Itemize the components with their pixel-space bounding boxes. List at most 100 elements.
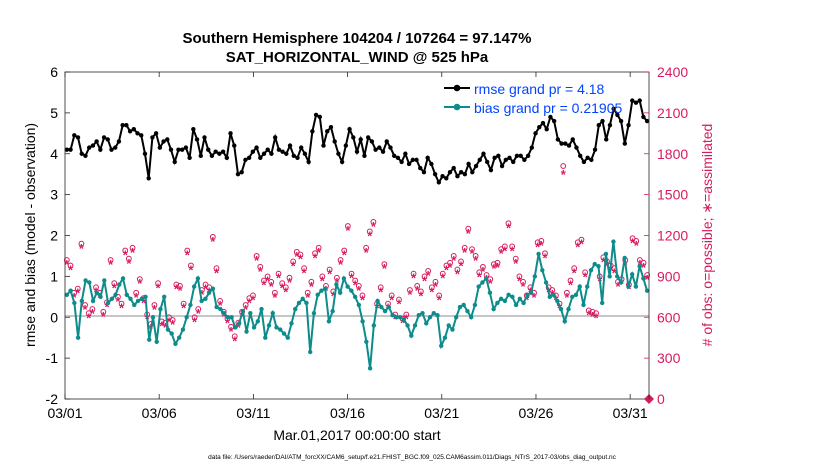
obs-possible-marker	[458, 258, 464, 265]
bias-point	[367, 366, 373, 371]
obs-assimilated-marker: *	[170, 317, 176, 332]
obs-assimilated-marker: *	[247, 295, 253, 310]
obs-possible-marker	[257, 263, 264, 270]
rmse-point	[347, 127, 352, 132]
rmse-point	[522, 157, 527, 163]
obs-assimilated-marker: *	[181, 301, 187, 316]
obs-possible-marker	[538, 238, 545, 244]
bias-point	[618, 280, 624, 285]
rmse-point	[332, 139, 337, 144]
rmse-point	[165, 137, 170, 142]
rmse-point	[183, 145, 189, 150]
bias-point	[68, 288, 73, 293]
bias-point	[360, 319, 365, 324]
x-tick-label: 03/21	[424, 405, 459, 421]
rmse-point	[261, 151, 267, 156]
obs-possible-marker	[425, 268, 432, 274]
y-left-tick-label: 6	[50, 64, 58, 80]
bias-point	[390, 313, 395, 318]
bias-point	[371, 323, 377, 328]
legend-bias-marker	[453, 103, 461, 111]
rmse-point	[380, 149, 386, 154]
rmse-point	[153, 131, 159, 136]
x-tick-label: 03/26	[518, 405, 553, 421]
rmse-point	[187, 155, 192, 161]
obs-possible-marker	[381, 261, 388, 268]
bias-point	[94, 290, 100, 295]
rmse-point	[436, 180, 442, 185]
obs-assimilated-marker: *	[276, 271, 282, 286]
obs-possible-marker	[107, 257, 114, 263]
obs-possible-marker	[250, 292, 256, 299]
obs-assimilated-marker: *	[130, 245, 136, 260]
obs-possible-marker	[286, 274, 293, 281]
obs-assimilated-marker: *	[542, 250, 548, 265]
rmse-point	[574, 145, 579, 150]
bias-point	[124, 292, 129, 297]
data-file-footnote: data file: /Users/raeder/DAI/ATM_forcXX/…	[208, 454, 617, 461]
bias-point	[248, 310, 253, 316]
obs-assimilated-marker: *	[389, 293, 395, 308]
obs-possible-marker	[209, 233, 216, 240]
y-right-tick-label: 1200	[657, 228, 688, 244]
rmse-point	[496, 153, 501, 158]
rmse-point	[462, 171, 468, 177]
obs-assimilated-marker: *	[287, 275, 293, 290]
y-left-tick-label: 2	[50, 228, 58, 244]
rmse-point	[630, 98, 635, 103]
obs-possible-marker	[297, 251, 304, 258]
obs-assimilated-marker: *	[250, 293, 256, 308]
rmse-point	[179, 147, 185, 152]
obs-assimilated-marker: *	[400, 316, 406, 331]
rmse-point	[328, 124, 334, 130]
obs-possible-marker	[82, 302, 88, 308]
rmse-point	[365, 135, 371, 140]
obs-possible-marker	[520, 278, 526, 285]
obs-assimilated-marker: *	[72, 290, 78, 305]
obs-possible-marker	[337, 257, 344, 263]
obs-possible-marker	[516, 273, 523, 280]
bias-point	[375, 298, 380, 304]
rmse-point	[228, 131, 233, 136]
obs-assimilated-marker: *	[364, 245, 370, 260]
obs-possible-marker	[498, 246, 505, 253]
bias-point	[270, 310, 275, 316]
obs-possible-marker	[334, 274, 340, 281]
obs-assimilated-marker: *	[444, 263, 450, 278]
bias-point	[165, 327, 171, 332]
rmse-point	[269, 151, 274, 156]
legend-rmse-marker	[453, 84, 461, 92]
obs-assimilated-marker: *	[174, 282, 180, 297]
rmse-point	[235, 171, 241, 177]
right-y-axis-ticks: 0 300 600 900 1200 1500 1800 2100 2400	[644, 64, 688, 407]
rmse-point	[395, 155, 401, 161]
rmse-point	[287, 143, 293, 148]
obs-assimilated-marker: *	[502, 243, 508, 258]
y-right-tick-label: 2400	[657, 64, 688, 80]
rmse-point	[150, 135, 155, 140]
obs-possible-marker	[578, 236, 585, 243]
obs-assimilated-marker: *	[221, 309, 227, 324]
obs-assimilated-marker: *	[188, 263, 194, 278]
bias-point	[214, 304, 219, 310]
obs-possible-marker	[490, 261, 497, 268]
bias-point	[330, 308, 335, 314]
rmse-point	[611, 106, 616, 111]
rmse-point	[254, 145, 259, 150]
bias-point	[525, 292, 530, 297]
rmse-point	[90, 143, 96, 148]
rmse-point	[529, 145, 535, 150]
bias-point	[562, 319, 567, 324]
obs-possible-marker	[111, 280, 118, 287]
obs-assimilated-marker: *	[367, 229, 373, 244]
rmse-point	[246, 155, 252, 161]
bias-point	[592, 261, 597, 267]
obs-possible-marker	[184, 247, 191, 254]
y-right-tick-label: 300	[657, 350, 681, 366]
bias-point	[293, 306, 298, 312]
rmse-point	[276, 147, 282, 152]
obs-possible-marker	[282, 284, 289, 291]
obs-assimilated-marker: *	[177, 283, 183, 298]
bias-point	[191, 284, 197, 289]
y-right-tick-label: 2100	[657, 105, 688, 121]
